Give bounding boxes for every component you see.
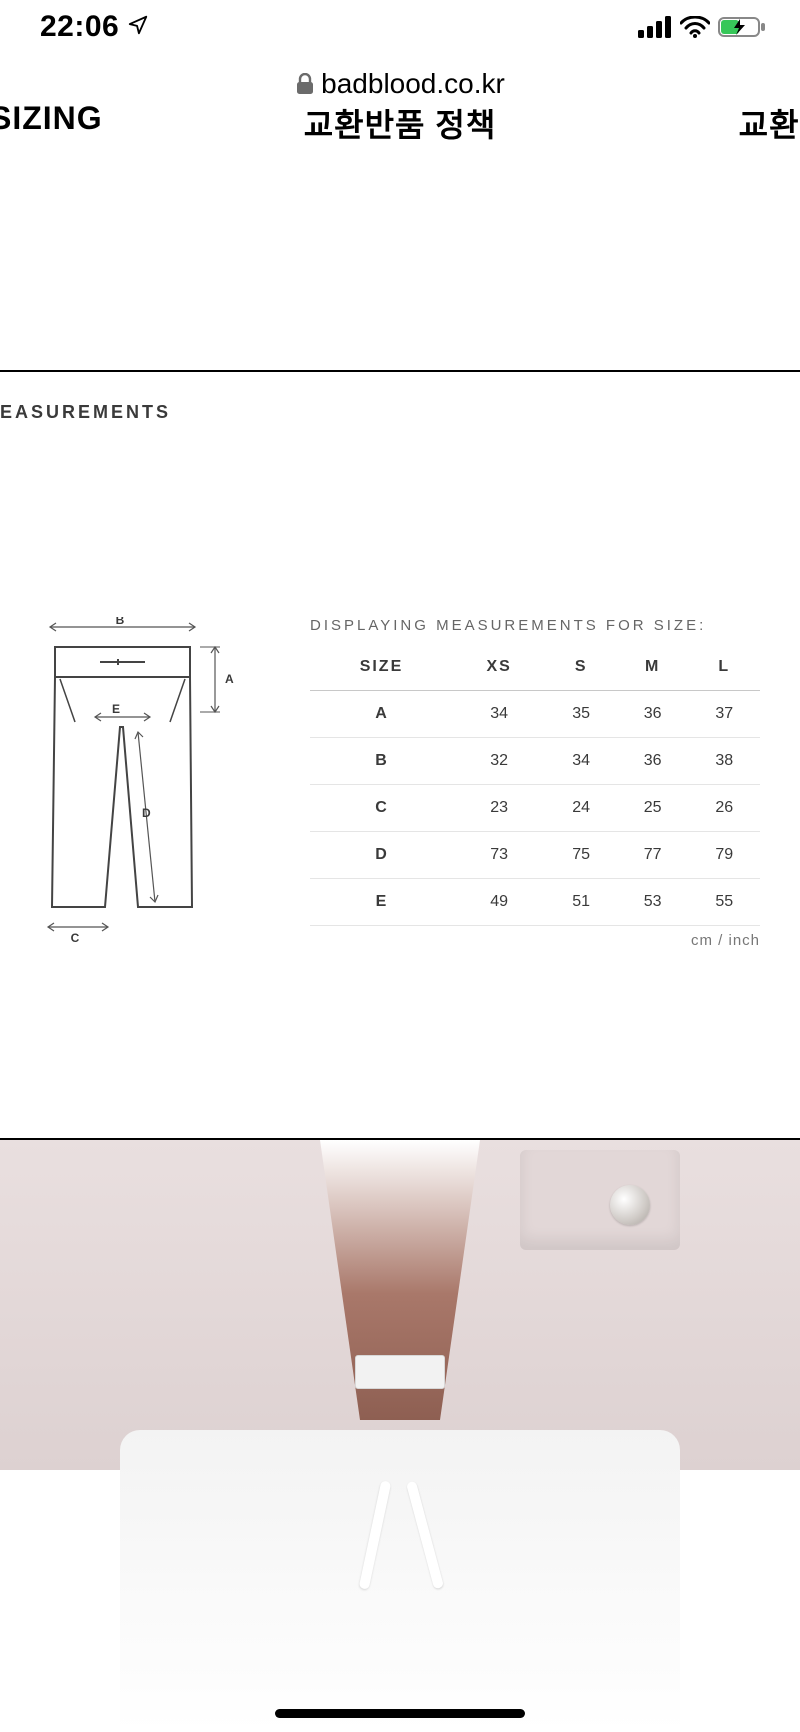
- col-m: M: [617, 644, 689, 691]
- wifi-icon: [680, 16, 710, 38]
- row-label: C: [310, 785, 453, 832]
- cell: 79: [688, 832, 760, 879]
- table-row: C23242526: [310, 785, 760, 832]
- cell: 35: [545, 691, 617, 738]
- row-label: A: [310, 691, 453, 738]
- panel-content: B A E: [20, 617, 760, 952]
- sketch-label-b: B: [116, 617, 125, 627]
- cell: 53: [617, 879, 689, 926]
- table-row: D73757779: [310, 832, 760, 879]
- size-table: SIZE XS S M L A34353637B32343638C2324252…: [310, 644, 760, 926]
- tab-exchange[interactable]: 교환반품 정책: [304, 100, 497, 146]
- unit-note[interactable]: cm / inch: [310, 932, 760, 949]
- cell: 73: [453, 832, 545, 879]
- size-table-caption: DISPLAYING MEASUREMENTS FOR SIZE:: [310, 617, 760, 634]
- jacket-pocket: [520, 1150, 680, 1250]
- status-left: 22:06: [40, 10, 149, 44]
- cellular-signal-icon: [638, 16, 672, 38]
- cell: 37: [688, 691, 760, 738]
- cell: 24: [545, 785, 617, 832]
- cell: 49: [453, 879, 545, 926]
- cell: 32: [453, 738, 545, 785]
- cell: 51: [545, 879, 617, 926]
- spacer: [0, 148, 800, 370]
- inner-label: [355, 1355, 445, 1389]
- cell: 34: [545, 738, 617, 785]
- status-right: [638, 16, 766, 38]
- status-time: 22:06: [40, 10, 119, 44]
- pocket-button-icon: [610, 1185, 650, 1225]
- col-s: S: [545, 644, 617, 691]
- product-photo[interactable]: [0, 1140, 800, 1732]
- cell: 38: [688, 738, 760, 785]
- pants-sketch: B A E: [20, 617, 250, 952]
- row-label: D: [310, 832, 453, 879]
- cell: 36: [617, 691, 689, 738]
- cell: 25: [617, 785, 689, 832]
- battery-icon: [718, 16, 766, 38]
- measurements-panel: EASUREMENTS B: [0, 370, 800, 1140]
- table-row: E49515355: [310, 879, 760, 926]
- cell: 55: [688, 879, 760, 926]
- table-row: A34353637: [310, 691, 760, 738]
- sketch-label-e: E: [112, 702, 120, 716]
- panel-heading: EASUREMENTS: [0, 402, 780, 423]
- home-indicator[interactable]: [275, 1709, 525, 1718]
- size-table-wrap: DISPLAYING MEASUREMENTS FOR SIZE: SIZE X…: [310, 617, 760, 949]
- cell: 36: [617, 738, 689, 785]
- location-arrow-icon: [127, 10, 149, 44]
- ios-status-bar: 22:06: [0, 0, 800, 54]
- browser-url-bar[interactable]: badblood.co.kr: [0, 64, 800, 104]
- cell: 77: [617, 832, 689, 879]
- table-row: B32343638: [310, 738, 760, 785]
- size-col-header: SIZE: [310, 644, 453, 691]
- sketch-label-d: D: [142, 806, 151, 820]
- cell: 75: [545, 832, 617, 879]
- size-table-header-row: SIZE XS S M L: [310, 644, 760, 691]
- row-label: B: [310, 738, 453, 785]
- row-label: E: [310, 879, 453, 926]
- sketch-label-c: C: [71, 931, 80, 945]
- cell: 26: [688, 785, 760, 832]
- tab-exchange2[interactable]: 교환반: [739, 100, 800, 146]
- cell: 34: [453, 691, 545, 738]
- sketch-label-a: A: [225, 672, 234, 686]
- url-domain: badblood.co.kr: [321, 68, 505, 100]
- page-tabs: SIZING 교환반품 정책 교환반: [0, 100, 800, 148]
- tab-sizing[interactable]: SIZING: [0, 100, 103, 137]
- col-xs: XS: [453, 644, 545, 691]
- col-l: L: [688, 644, 760, 691]
- cell: 23: [453, 785, 545, 832]
- lock-icon: [295, 73, 315, 95]
- drawstring: [330, 1480, 470, 1590]
